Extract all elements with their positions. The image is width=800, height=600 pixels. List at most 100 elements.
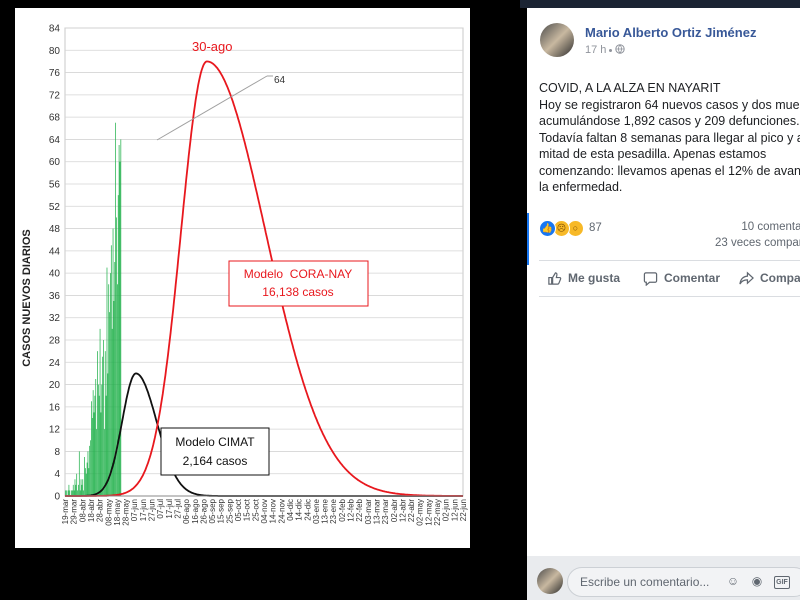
share-arrow-icon [739, 270, 754, 285]
bar [78, 484, 79, 496]
photo-viewer: 0 4 8 12 16 20 24 28 32 36 40 44 48 52 56 60 64 68 72 76 80 8… [15, 8, 470, 548]
cora-model-box [228, 260, 369, 307]
bar [97, 351, 98, 496]
x-tick-label: 26-ago [199, 498, 208, 523]
emoji-icon[interactable]: ☺ [726, 574, 740, 588]
bar [69, 490, 71, 496]
bar [92, 390, 94, 496]
x-tick-label: 03-mar [364, 499, 373, 525]
comment-placeholder: Escribe un comentario... [580, 575, 710, 589]
x-tick-label: 27-jun [148, 499, 157, 521]
like-button[interactable]: Me gusta [547, 266, 620, 290]
y-tick-label: 48 [49, 224, 61, 235]
camera-icon[interactable]: ◉ [751, 574, 763, 588]
post-text-line: COVID, A LA ALZA EN NAYARIT [539, 81, 721, 95]
y-tick-label: 32 [49, 313, 61, 324]
share-count[interactable]: 23 veces compartido [715, 237, 800, 249]
post-timestamp[interactable]: 17 h [585, 44, 626, 56]
cora-model-total: 16,138 casos [262, 285, 333, 299]
author-avatar[interactable] [540, 23, 574, 57]
x-tick-label: 22-jun [459, 499, 468, 521]
x-tick-label: 25-oct [251, 498, 260, 521]
x-tick-label: 08-may [104, 499, 113, 526]
y-tick-label: 76 [49, 68, 61, 79]
x-tick-label: 17-jun [139, 499, 148, 521]
bar [116, 217, 117, 496]
chart-svg: 0481216202428323640444852566064687276808… [21, 24, 468, 526]
separator-dot [609, 48, 613, 52]
y-tick-label: 16 [49, 402, 61, 413]
bar [91, 418, 93, 496]
bar [71, 490, 72, 496]
comment-input[interactable]: Escribe un comentario... ☺ ◉ GIF ☻ [567, 567, 800, 597]
bar [68, 484, 70, 496]
author-name[interactable]: Mario Alberto Ortiz Jiménez [585, 25, 757, 40]
post-text-line: Hoy se registraron 64 nuevos casos y dos… [539, 97, 800, 112]
x-tick-label: 05-sep [208, 498, 217, 523]
x-tick-label: 08-abr [78, 499, 87, 522]
y-tick-label: 64 [49, 135, 61, 146]
bar [112, 228, 114, 497]
bar [93, 412, 95, 496]
bar [65, 490, 66, 496]
cimat-model-title: Modelo CIMAT [175, 435, 255, 449]
comment-button[interactable]: Comentar [643, 266, 720, 290]
bar [118, 145, 120, 496]
x-tick-label: 07-jul [156, 499, 165, 519]
y-tick-label: 36 [49, 291, 61, 302]
peak-date-label: 30-ago [192, 39, 232, 54]
gif-icon[interactable]: GIF [774, 576, 790, 589]
sticker-icon[interactable]: ☻ [798, 574, 800, 588]
action-bar: Me gusta Comentar Compartir [527, 266, 800, 292]
x-tick-label: 12-may [424, 499, 433, 526]
bar [108, 284, 110, 496]
y-tick-label: 8 [54, 447, 60, 458]
x-tick-label: 24-nov [277, 499, 286, 523]
x-tick-label: 24-dic [303, 499, 312, 521]
x-tick-label: 04-nov [260, 499, 269, 523]
bar [76, 473, 78, 496]
reactions-summary[interactable]: 👍 ☹ ○ 87 [539, 219, 602, 237]
x-tick-label: 22-feb [355, 498, 364, 521]
x-tick-label: 22-abr [407, 499, 416, 522]
bar [96, 429, 97, 496]
bar [81, 484, 83, 496]
x-tick-label: 18-may [113, 499, 122, 526]
like-icon: 👍 [539, 219, 556, 237]
x-tick-label: 28-abr [96, 499, 105, 522]
bar [84, 457, 85, 496]
y-tick-label: 56 [49, 180, 61, 191]
bar [90, 440, 91, 496]
post-time-text[interactable]: 17 h [585, 44, 607, 56]
y-tick-label: 72 [49, 90, 61, 101]
comment-count[interactable]: 10 comentarios [741, 221, 800, 233]
cora-model-curve [65, 60, 463, 497]
post-text-line: mitad de esta pesadilla. Apenas estamos [539, 147, 767, 161]
x-tick-label: 02-jun [442, 499, 451, 521]
bar [97, 384, 99, 496]
y-tick-label: 44 [49, 246, 61, 257]
bar [116, 284, 118, 496]
bar [88, 468, 90, 496]
share-button[interactable]: Compartir [739, 266, 800, 290]
x-tick-label: 02-may [416, 499, 425, 526]
comment-composer: Escribe un comentario... ☺ ◉ GIF ☻ [527, 560, 800, 600]
post-text-line: comenzando: llevamos apenas el 12% de av… [539, 163, 800, 178]
bar [110, 245, 112, 496]
x-tick-label: 14-dic [295, 499, 304, 521]
last-value-leader-line [156, 75, 268, 141]
bar [115, 122, 117, 496]
x-tick-label: 17-jul [165, 499, 174, 519]
thumb-icon [548, 271, 562, 285]
focus-indicator [527, 213, 529, 265]
y-tick-label: 84 [49, 24, 61, 35]
y-axis-title: CASOS NUEVOS DIARIOS [21, 229, 33, 367]
bar [85, 473, 87, 496]
bar [113, 301, 115, 496]
bar [114, 262, 116, 496]
x-tick-label: 12-abr [398, 499, 407, 522]
chart-image: 0 4 8 12 16 20 24 28 32 36 40 44 48 52 56 60 64 68 72 76 80 8… [15, 8, 470, 548]
x-tick-label: 23-ene [329, 498, 338, 523]
bar [109, 312, 110, 496]
bar [94, 395, 96, 496]
